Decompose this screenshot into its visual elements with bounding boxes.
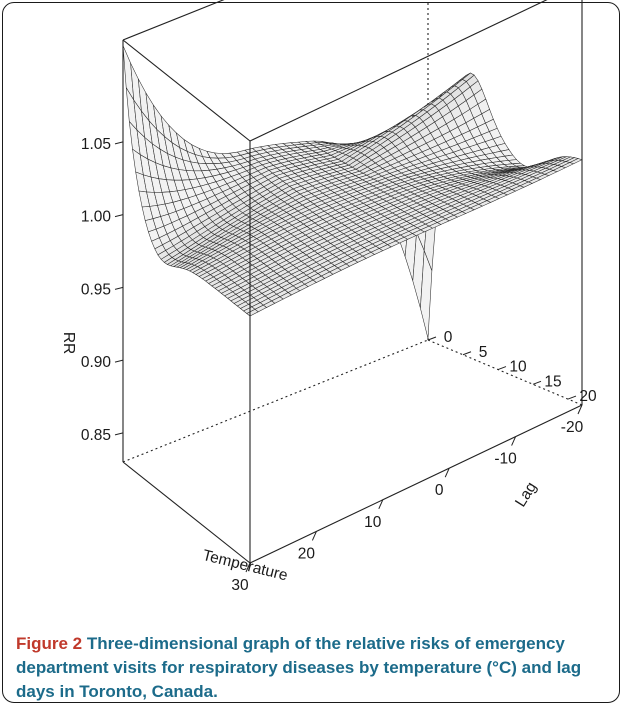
surface-mesh bbox=[122, 45, 583, 339]
x-tick-label: 20 bbox=[298, 545, 316, 562]
axis-ticks: 0.85 0.90 0.95 1.00 1.05 30 20 10 0 -10 -20 0 5 10 15 2… bbox=[81, 136, 597, 594]
y-tick-mark bbox=[532, 380, 542, 385]
x-tick-mark bbox=[444, 467, 450, 478]
box-front-edges bbox=[122, 0, 583, 564]
y-tick-mark bbox=[427, 336, 437, 341]
y-tick-mark bbox=[567, 395, 577, 400]
z-axis-label: RR bbox=[60, 332, 77, 354]
caption-text: Three-dimensional graph of the relative … bbox=[16, 634, 582, 701]
z-tick-mark bbox=[114, 432, 124, 436]
x-tick-label: 0 bbox=[435, 482, 444, 499]
y-tick-label: 10 bbox=[509, 359, 527, 376]
x-tick-label: -10 bbox=[494, 451, 517, 468]
box-edge-hidden bbox=[122, 339, 429, 463]
x-tick-mark bbox=[577, 404, 583, 415]
z-tick-label: 1.05 bbox=[81, 136, 111, 153]
box-edge bbox=[249, 404, 583, 564]
box-edge bbox=[122, 461, 251, 564]
x-tick-mark bbox=[311, 531, 317, 541]
figure-caption: Figure 2 Three-dimensional graph of the … bbox=[16, 632, 606, 704]
box-edge bbox=[249, 0, 548, 142]
x-tick-label: 30 bbox=[231, 577, 249, 594]
x-tick-mark bbox=[245, 562, 251, 573]
z-tick-label: 0.85 bbox=[81, 427, 111, 444]
y-tick-label: 5 bbox=[479, 344, 488, 361]
z-tick-label: 0.90 bbox=[81, 354, 112, 371]
z-tick-mark bbox=[114, 359, 124, 363]
surface-plot: 0.85 0.90 0.95 1.00 1.05 30 20 10 0 -10 -20 0 5 10 15 2… bbox=[60, 0, 597, 594]
box-edge bbox=[122, 39, 251, 142]
z-tick-label: 1.00 bbox=[81, 209, 112, 226]
y-tick-label: 15 bbox=[544, 373, 561, 390]
x-tick-mark bbox=[511, 436, 517, 446]
y-tick-mark bbox=[497, 366, 507, 371]
z-tick-mark bbox=[114, 286, 124, 290]
z-tick-label: 0.95 bbox=[81, 281, 111, 298]
y-tick-label: 20 bbox=[579, 388, 597, 405]
y-tick-label: 0 bbox=[444, 329, 453, 346]
x-tick-label: 10 bbox=[364, 514, 382, 531]
caption-label: Figure 2 bbox=[16, 634, 83, 653]
y-axis-label: Lag bbox=[512, 479, 540, 510]
z-tick-mark bbox=[114, 214, 124, 218]
z-tick-mark bbox=[114, 141, 124, 145]
box-edge bbox=[122, 0, 225, 41]
x-tick-mark bbox=[378, 499, 384, 510]
x-tick-label: -20 bbox=[561, 419, 584, 436]
y-tick-mark bbox=[462, 351, 472, 356]
